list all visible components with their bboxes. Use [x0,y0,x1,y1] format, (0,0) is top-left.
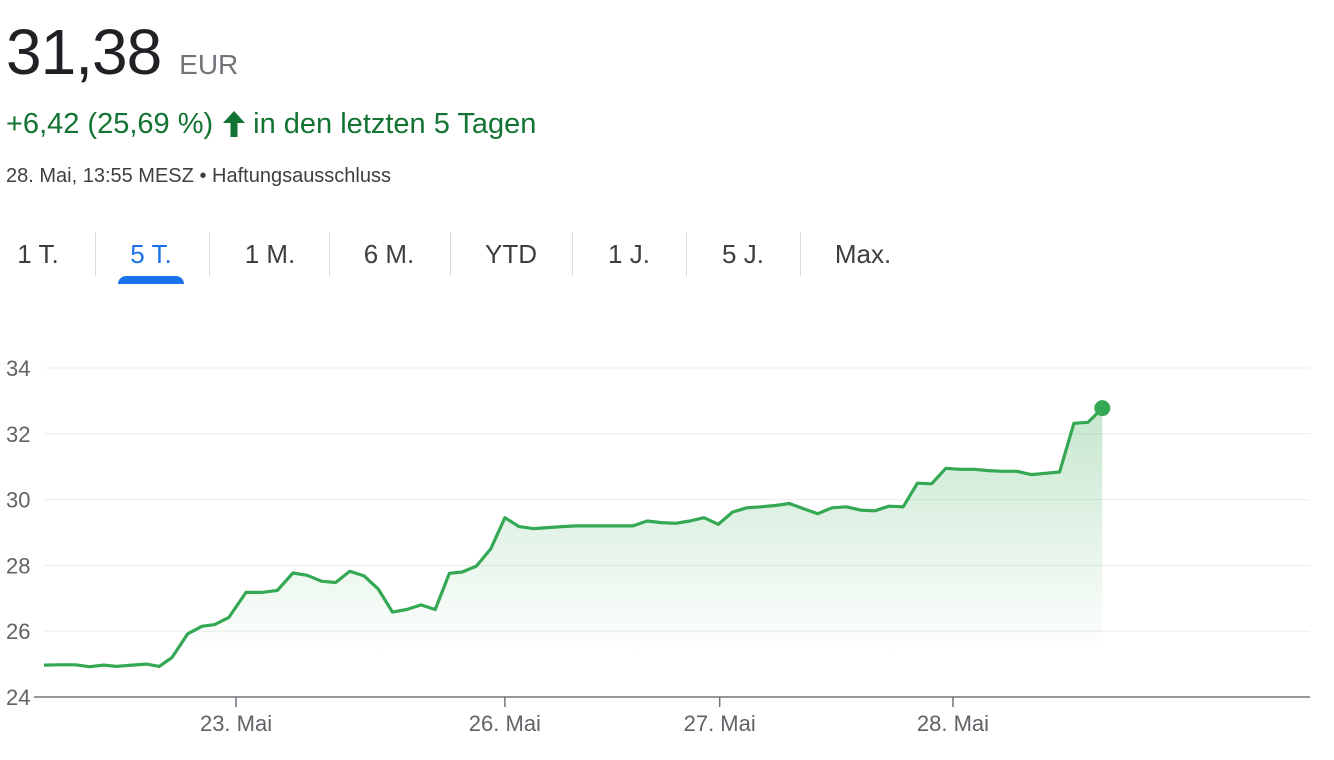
y-tick-label: 34 [6,356,30,381]
active-tab-indicator [118,276,184,284]
arrow-up-icon [221,109,247,139]
price-header: 31,38 EUR [6,14,238,90]
tab-ytd[interactable]: YTD [485,238,537,269]
tab-divider [329,232,330,276]
current-price: 31,38 [6,16,162,88]
tab-1-day[interactable]: 1 T. [17,238,59,269]
x-tick-label: 28. Mai [917,711,989,736]
y-tick-label: 26 [6,619,30,644]
price-line [43,406,1104,669]
price-chart[interactable]: 24 26 28 30 32 34 23. Mai 26. Mai 27. Mai 28. Ma… [0,340,1334,760]
tab-divider [95,232,96,276]
x-tick-label: 27. Mai [684,711,756,736]
last-price-marker [1094,400,1111,417]
y-tick-label: 30 [6,488,30,513]
tab-6-months[interactable]: 6 M. [363,238,415,269]
timestamp: 28. Mai, 13:55 MESZ [6,165,194,187]
price-change-row: +6,42 (25,69 %) in den letzten 5 Tagen [6,104,536,144]
tab-divider [572,232,573,276]
price-change: +6,42 (25,69 %) [6,107,214,140]
tab-1-year[interactable]: 1 J. [608,238,650,269]
tab-divider [686,232,687,276]
quote-meta: 28. Mai, 13:55 MESZ • Haftungsausschluss [6,165,391,188]
tab-divider [450,232,451,276]
currency-label: EUR [179,49,239,80]
tab-1-month[interactable]: 1 M. [244,238,296,269]
x-tick-label: 23. Mai [200,711,272,736]
range-tabs: 1 T. 5 T. 1 M. 6 M. YTD 1 J. 5 J. Max. [0,226,920,286]
y-tick-label: 32 [6,422,30,447]
disclaimer-link[interactable]: Haftungsausschluss [212,165,391,187]
meta-separator: • [199,165,207,187]
tab-5-days[interactable]: 5 T. [130,238,172,269]
tab-5-years[interactable]: 5 J. [722,238,764,269]
x-tick-label: 26. Mai [469,711,541,736]
price-area-fill [44,408,1103,697]
tab-divider [800,232,801,276]
y-tick-label: 24 [6,685,30,710]
tab-divider [209,232,210,276]
change-period: in den letzten 5 Tagen [253,107,537,140]
tab-max[interactable]: Max. [834,238,892,269]
y-tick-label: 28 [6,553,30,578]
